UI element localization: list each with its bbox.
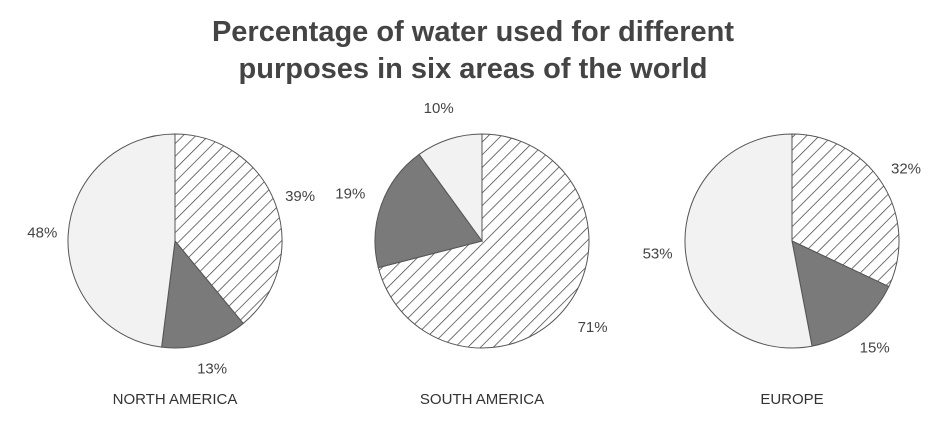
pie-south-america-slice-2 xyxy=(374,153,483,269)
pie-europe: 32% 15% 53% EUROPE xyxy=(643,133,921,408)
pie-north-america-slice-2 xyxy=(161,239,244,349)
pie-north-america-slice-1 xyxy=(174,133,283,325)
chart-title: Percentage of water used for different p… xyxy=(0,14,946,88)
pie-south-america-slice-2-label: 19% xyxy=(335,186,365,203)
pie-europe-title: EUROPE xyxy=(760,391,823,408)
chart-title-line-2: purposes in six areas of the world xyxy=(238,53,708,85)
pie-europe-slice-3 xyxy=(684,133,813,349)
pie-europe-slice-3-label: 53% xyxy=(643,246,673,263)
pie-north-america-slice-3-label: 48% xyxy=(27,225,57,242)
chart-title-line-1: Percentage of water used for different xyxy=(211,16,735,48)
pie-south-america-slice-1-label: 71% xyxy=(578,319,608,336)
pie-north-america-slice-2-label: 13% xyxy=(197,361,227,378)
pie-south-america: 71% 19% 10% SOUTH AMERICA xyxy=(335,100,607,408)
pie-south-america-slice-1 xyxy=(377,133,590,349)
pie-south-america-slice-3 xyxy=(418,133,483,243)
pie-europe-slice-2 xyxy=(791,240,890,347)
pie-europe-slice-2-label: 15% xyxy=(860,340,890,357)
pie-south-america-slice-3-label: 10% xyxy=(424,100,454,117)
pie-north-america-title: NORTH AMERICA xyxy=(113,391,238,408)
pie-europe-slice-1 xyxy=(791,133,900,288)
pie-north-america: 39% 13% 48% NORTH AMERICA xyxy=(27,133,315,408)
pie-south-america-title: SOUTH AMERICA xyxy=(420,391,544,408)
pie-north-america-slice-1-label: 39% xyxy=(285,188,315,205)
pie-north-america-slice-3 xyxy=(67,133,176,348)
pie-europe-slice-1-label: 32% xyxy=(891,161,921,178)
